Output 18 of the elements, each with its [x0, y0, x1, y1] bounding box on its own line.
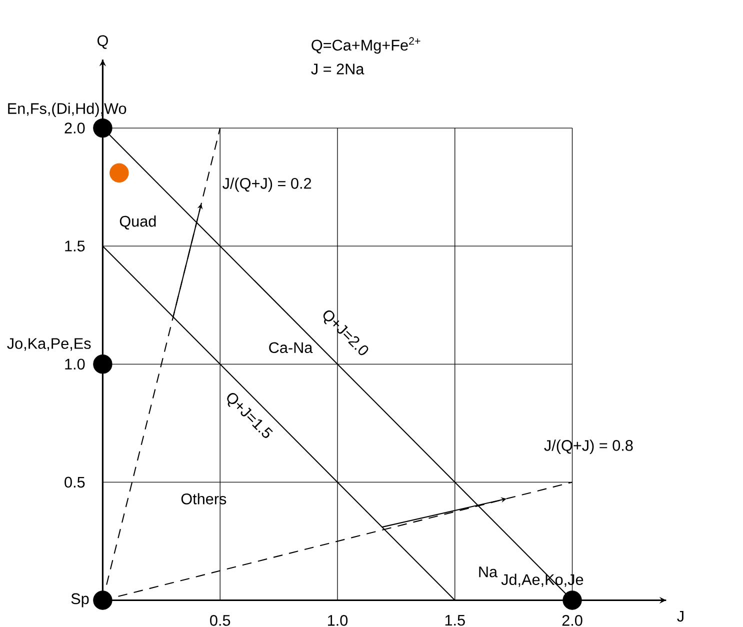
annotation: Ca-Na	[269, 342, 313, 354]
annotation: J = 2Na	[311, 64, 364, 74]
y-tick-label: 2.0	[64, 122, 85, 134]
annotation: Quad	[120, 216, 156, 230]
x-tick-label: 0.5	[210, 615, 230, 626]
y-tick-label: 1.5	[65, 240, 85, 252]
text: Jo,Ka,Pe,Es	[7, 338, 91, 351]
x-tick-label: 1.5	[445, 615, 465, 626]
x-tick-label: 2.0	[562, 615, 582, 626]
y-tick-label: 0.5	[64, 476, 85, 488]
text: Q=Ca+Mg+Fe$^{2+}$	[312, 37, 420, 54]
text: Sp	[71, 593, 89, 608]
x-axis-title: J	[677, 611, 684, 622]
annotation: J/(Q+J) = 0.2	[222, 178, 312, 192]
x-tick-label: 1.0	[328, 615, 348, 626]
y-axis-title: Q	[97, 35, 108, 49]
annotation: Na	[479, 566, 498, 578]
y-tick-label: 1.0	[65, 358, 85, 370]
